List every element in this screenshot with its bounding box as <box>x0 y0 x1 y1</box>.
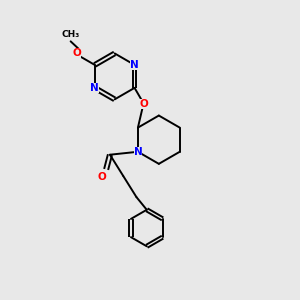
Text: N: N <box>130 60 139 70</box>
Text: O: O <box>72 47 81 58</box>
Text: CH₃: CH₃ <box>61 30 80 39</box>
Text: O: O <box>98 172 107 182</box>
Text: N: N <box>134 147 142 157</box>
Text: N: N <box>90 83 99 93</box>
Text: O: O <box>139 99 148 109</box>
